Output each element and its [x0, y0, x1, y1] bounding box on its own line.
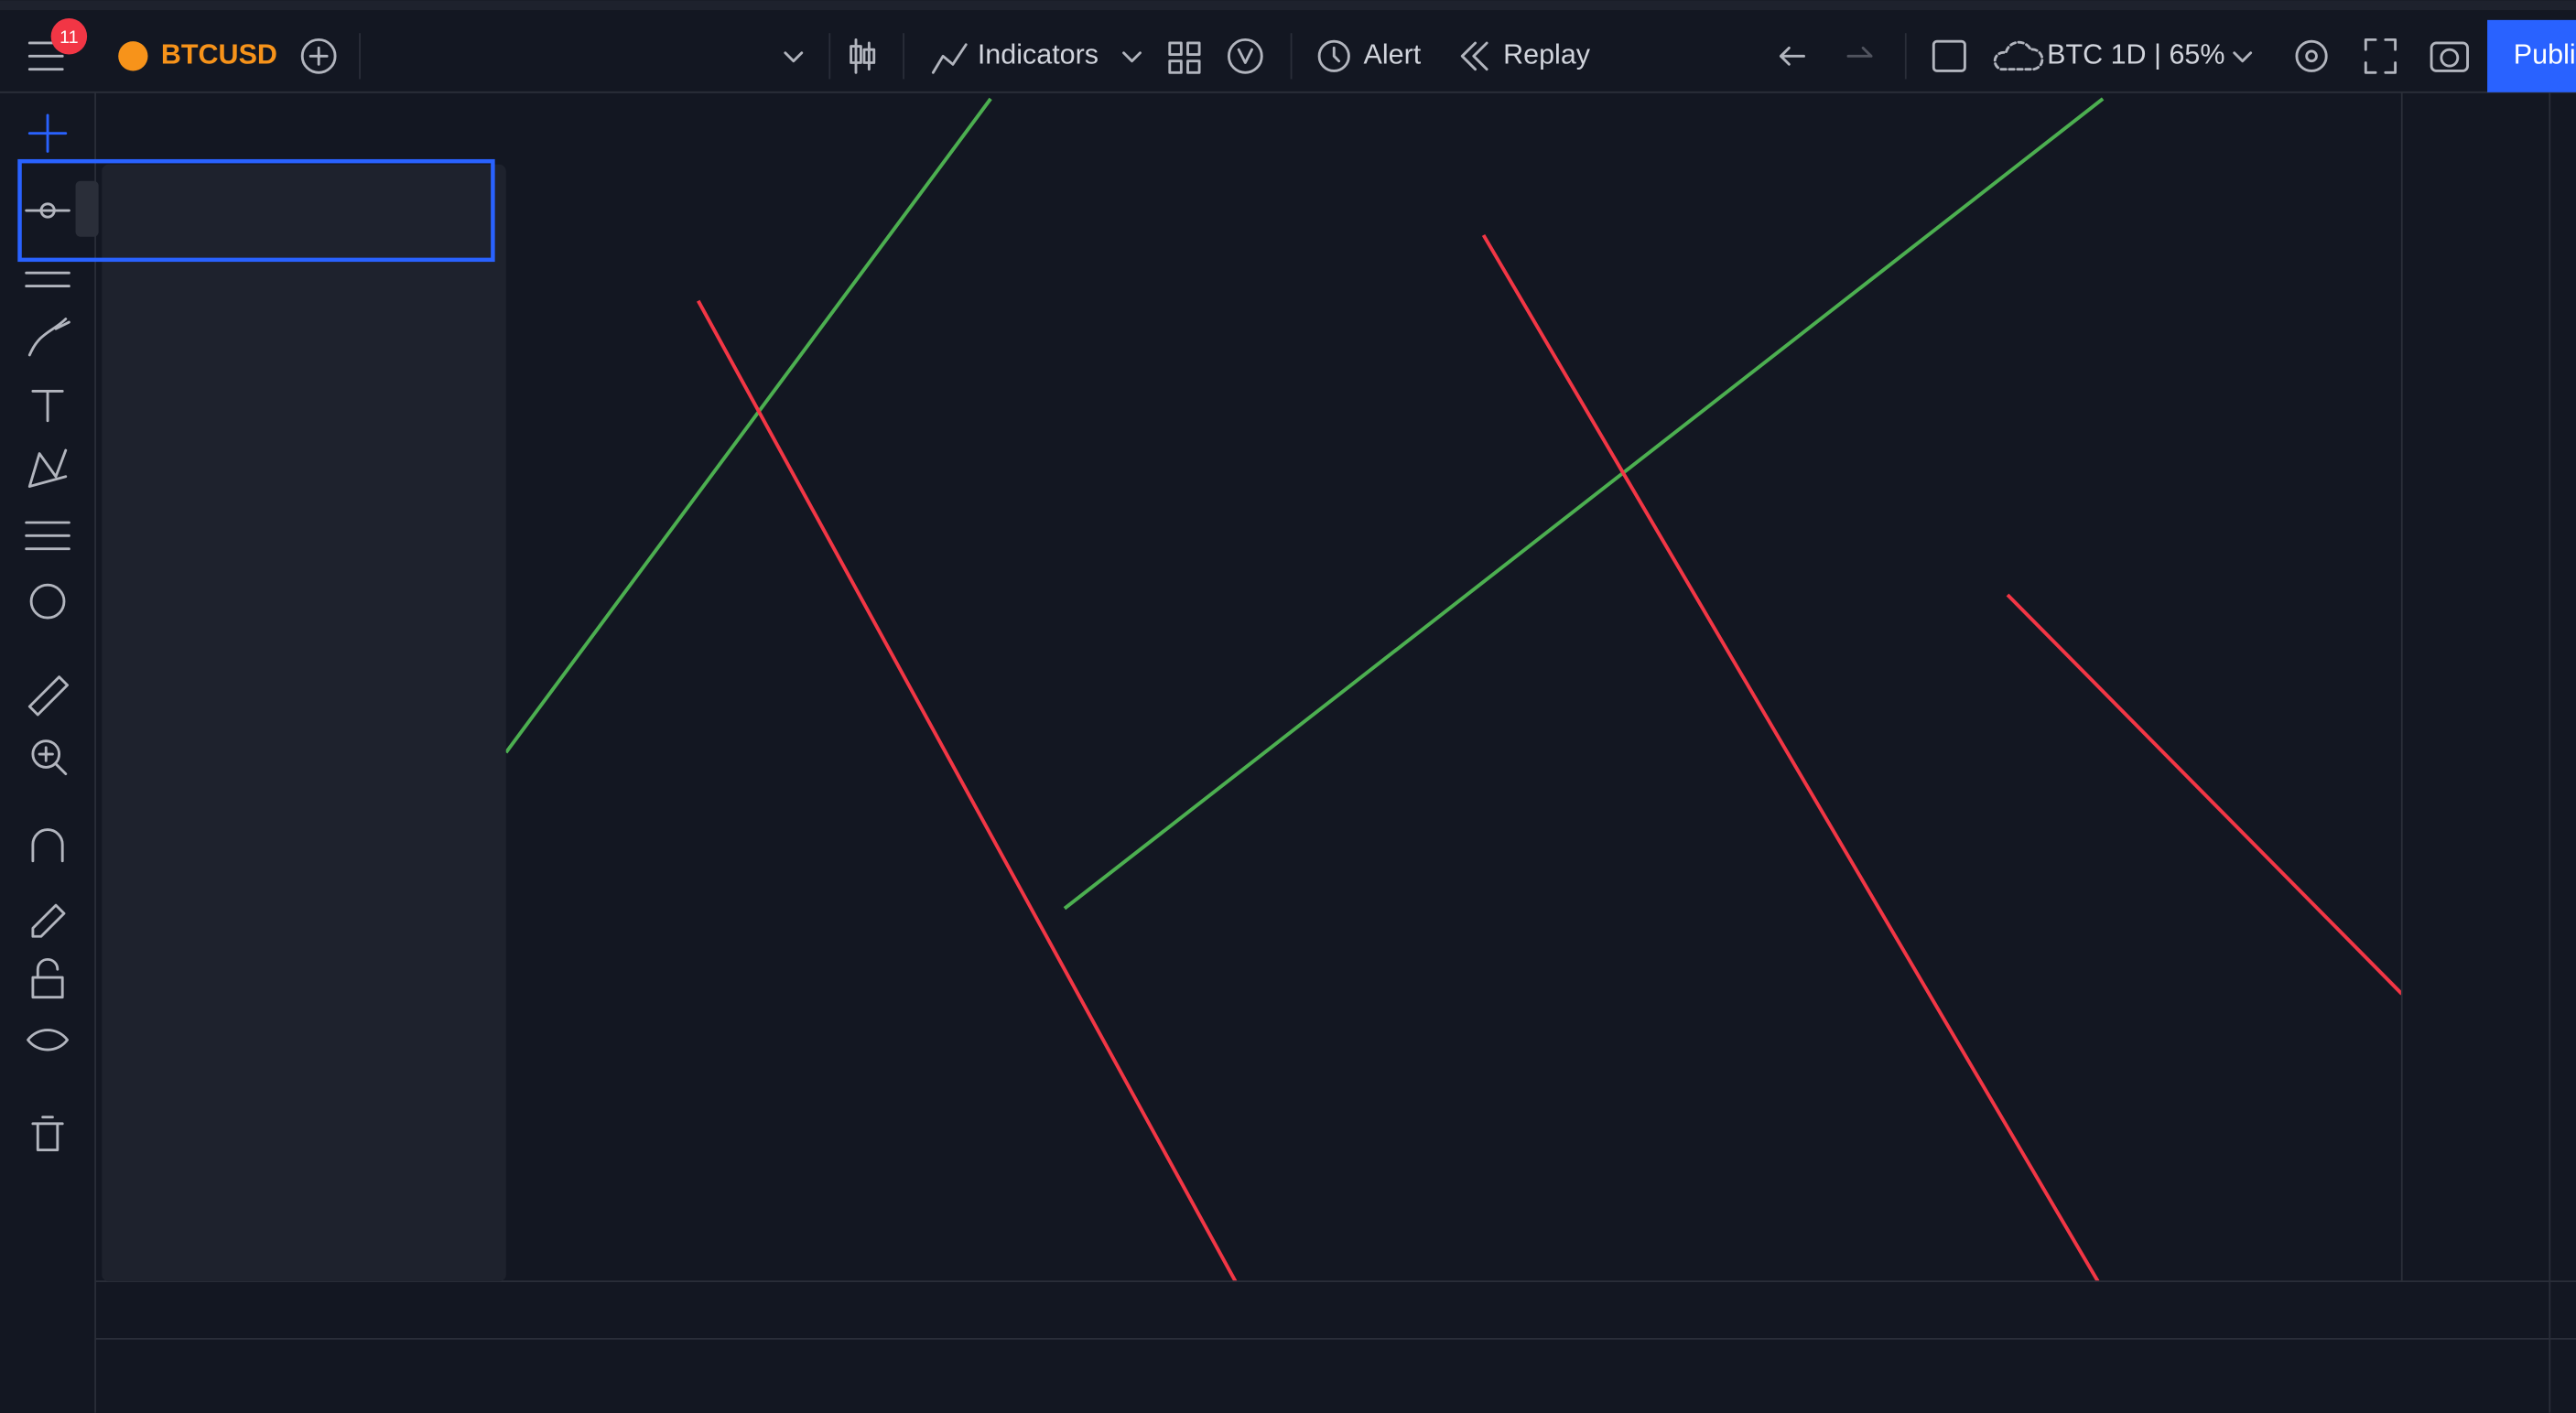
- ruler-icon[interactable]: [27, 675, 70, 717]
- magnet-icon[interactable]: [31, 828, 64, 863]
- highlight-box: [17, 158, 495, 263]
- replay-button[interactable]: Replay: [1503, 38, 1591, 70]
- indicators-icon[interactable]: [931, 43, 968, 74]
- coin-icon: [118, 41, 148, 71]
- time-axis: [95, 1281, 2576, 1413]
- undo[interactable]: [1779, 46, 1805, 66]
- zoom-icon[interactable]: [31, 739, 61, 769]
- alert-button[interactable]: Alert: [1364, 38, 1422, 70]
- trend-line: [504, 97, 992, 754]
- templates-icon[interactable]: [1168, 41, 1201, 74]
- v-icon[interactable]: [1227, 38, 1263, 74]
- lock-draw-icon[interactable]: [31, 903, 66, 938]
- chart-type[interactable]: [850, 38, 876, 74]
- drawing-menu: [102, 164, 506, 1282]
- topbar-icons: [27, 38, 2469, 74]
- brush-icon[interactable]: [27, 318, 70, 357]
- window-edge: [0, 0, 2576, 11]
- top-bar: [0, 0, 2576, 92]
- chevron[interactable]: [784, 51, 804, 63]
- cursor-icon[interactable]: [27, 113, 68, 153]
- settings[interactable]: [2295, 39, 2328, 72]
- replay-icon[interactable]: [1460, 41, 1488, 71]
- text-icon[interactable]: [31, 389, 64, 423]
- trend-lines: [504, 97, 2404, 1283]
- layout-name[interactable]: BTC 1D | 65%: [2047, 38, 2224, 70]
- symbol[interactable]: BTCUSD: [161, 38, 277, 70]
- emoji-icon[interactable]: [29, 583, 66, 620]
- pattern-icon[interactable]: [27, 448, 68, 488]
- indicators-button[interactable]: Indicators: [978, 38, 1099, 70]
- badge: [50, 18, 88, 55]
- cloud-icon[interactable]: [1993, 40, 2044, 71]
- chevron[interactable]: [1122, 51, 1142, 63]
- add-symbol[interactable]: [300, 38, 337, 74]
- collapse-tab[interactable]: [75, 180, 99, 237]
- publish-label[interactable]: Publi: [2514, 38, 2576, 70]
- layout-icon[interactable]: [1932, 39, 1966, 72]
- hide-icon[interactable]: [27, 1029, 70, 1052]
- left-toolbar: [0, 92, 96, 1413]
- alert-icon[interactable]: [1317, 39, 1350, 72]
- trend-line: [1481, 233, 2100, 1283]
- trend-line: [2006, 593, 2404, 996]
- trend-line: [1063, 97, 2105, 911]
- trend-line: [696, 299, 1238, 1283]
- fullscreen[interactable]: [2364, 38, 2397, 74]
- screenshot[interactable]: [2430, 41, 2469, 72]
- publish-button[interactable]: [2487, 19, 2576, 92]
- line-tool-icon[interactable]: [25, 202, 70, 219]
- badge-count: 11: [60, 27, 79, 48]
- price-scale: [2401, 92, 2576, 1285]
- chevron[interactable]: [2233, 51, 2253, 63]
- trash-icon[interactable]: [31, 1116, 64, 1151]
- redo[interactable]: [1846, 46, 1873, 58]
- toolbar-icons: [25, 113, 70, 1151]
- forecast-icon[interactable]: [25, 521, 70, 551]
- lock-icon[interactable]: [31, 976, 64, 999]
